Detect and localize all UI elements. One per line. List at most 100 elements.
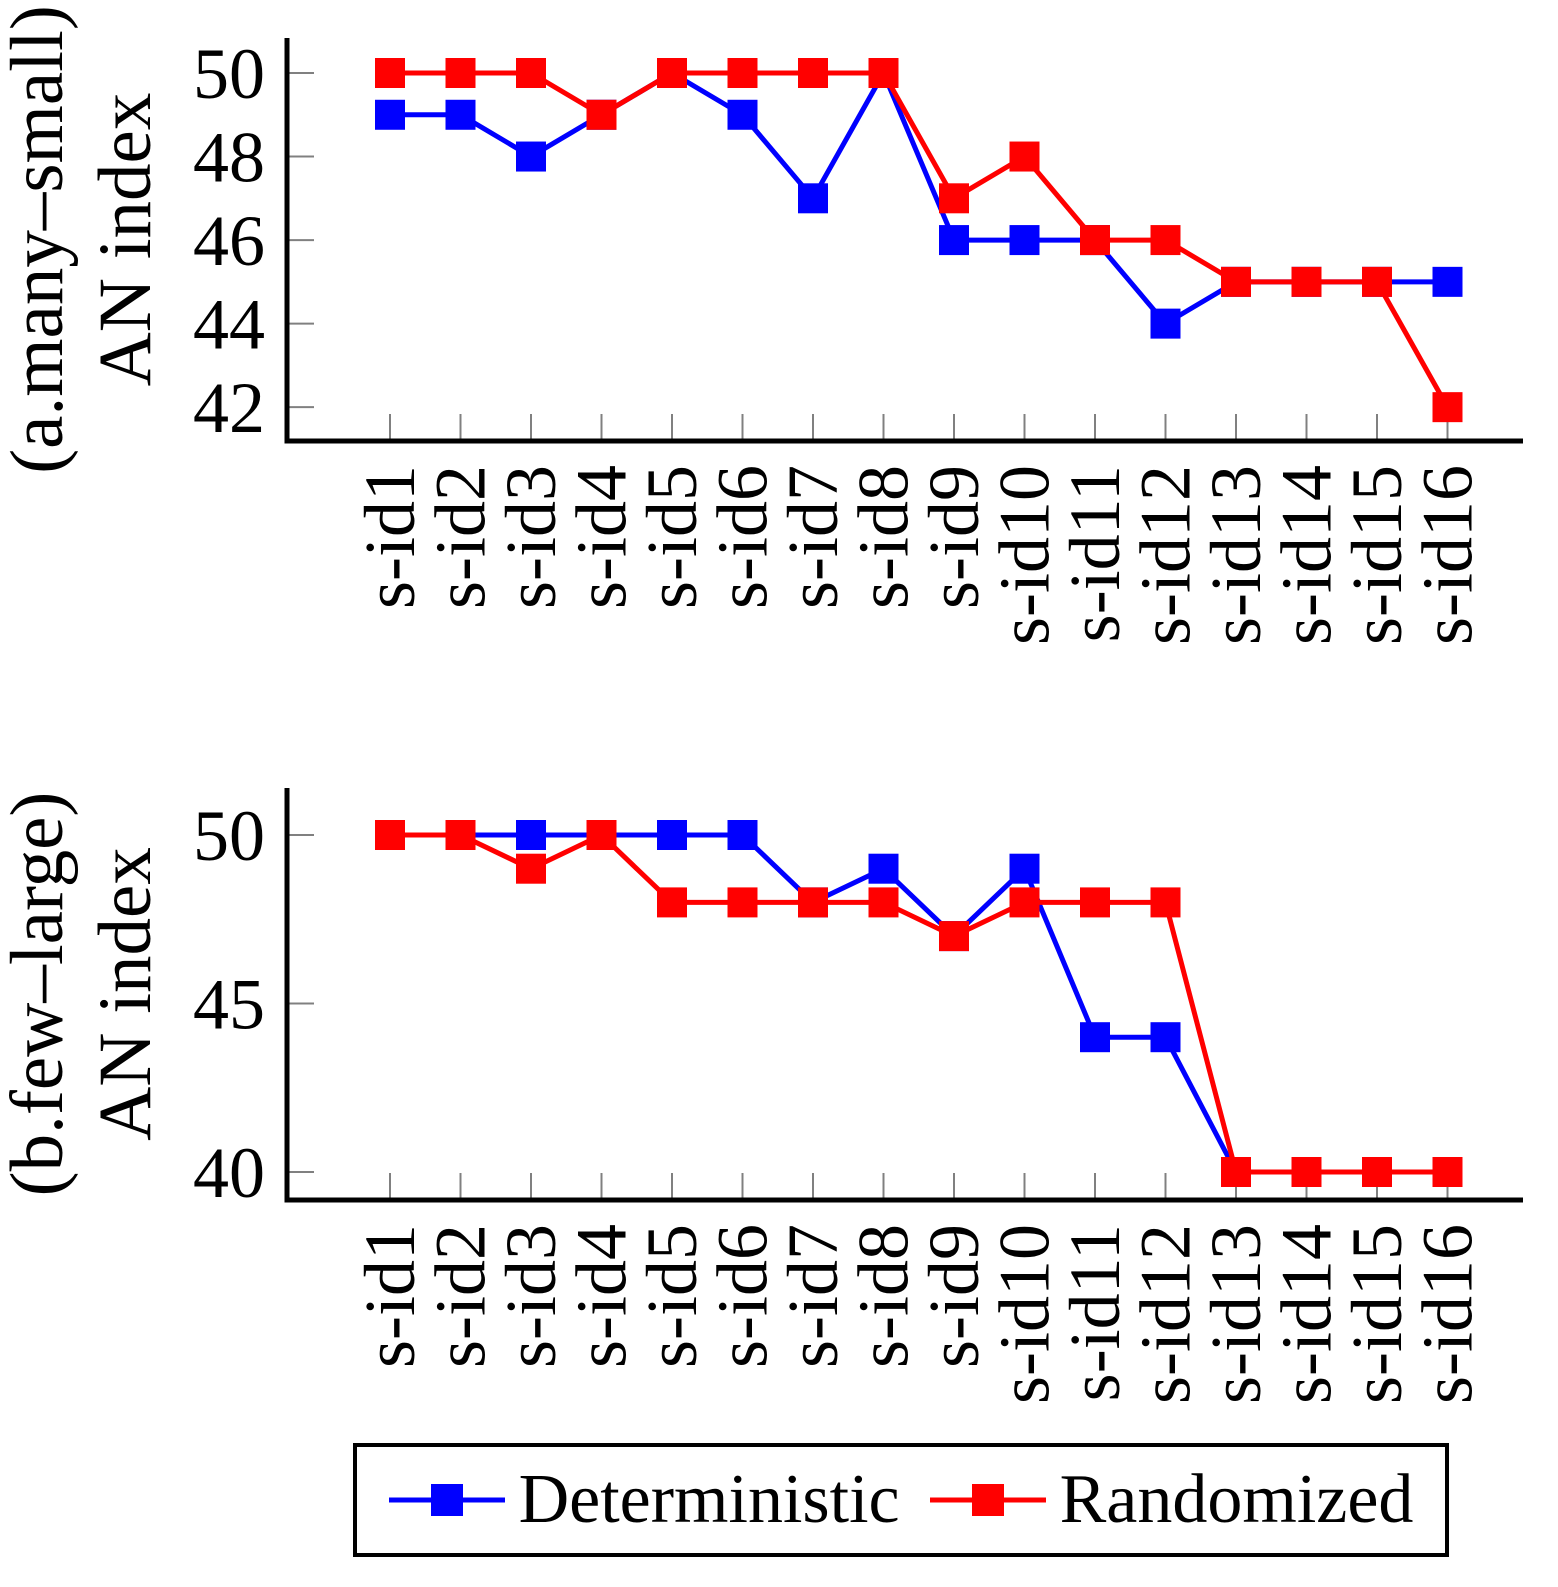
x-tick-label: s-id4 xyxy=(562,1224,642,1368)
series-line-deterministic xyxy=(390,70,1448,327)
marker-randomized xyxy=(1432,392,1463,423)
x-tick-label: s-id6 xyxy=(703,1224,783,1368)
legend-label-randomized: Randomized xyxy=(1059,1461,1414,1538)
marker-randomized xyxy=(586,820,617,850)
x-tick-label: s-id7 xyxy=(773,1224,853,1368)
marker-randomized xyxy=(516,853,546,884)
x-tick-label: s-id12 xyxy=(1126,465,1206,645)
x-tick-label: s-id16 xyxy=(1408,465,1488,645)
legend-label-deterministic: Deterministic xyxy=(518,1461,900,1538)
marker-randomized xyxy=(445,820,476,850)
y-axis-label-line1: (b.few–large) xyxy=(0,792,79,1197)
marker-randomized xyxy=(375,58,405,88)
x-tick-label: s-id5 xyxy=(632,465,712,609)
marker-randomized xyxy=(516,58,546,88)
marker-randomized xyxy=(868,887,899,918)
x-tick-label: s-id15 xyxy=(1337,1224,1417,1404)
marker-randomized xyxy=(1362,266,1392,297)
y-tick-label: 40 xyxy=(193,1133,265,1213)
marker-randomized xyxy=(586,99,617,130)
marker-randomized xyxy=(1009,141,1040,172)
x-tick-label: s-id15 xyxy=(1337,465,1417,645)
marker-deterministic xyxy=(1432,266,1463,297)
y-tick-label: 48 xyxy=(193,118,265,198)
series-randomized xyxy=(375,58,1463,423)
marker-deterministic xyxy=(868,853,899,884)
y-axis-label-line2: AN index xyxy=(84,847,167,1141)
y-tick-label: 45 xyxy=(193,965,265,1045)
legend-marker-deterministic xyxy=(430,1484,463,1516)
marker-deterministic xyxy=(1009,225,1040,256)
marker-randomized xyxy=(868,58,899,88)
x-tick-label: s-id10 xyxy=(985,465,1065,645)
legend-marker-randomized xyxy=(971,1484,1004,1516)
marker-randomized xyxy=(657,58,687,88)
legend-item-deterministic: Deterministic xyxy=(388,1461,900,1538)
x-tick-label: s-id5 xyxy=(632,1224,712,1368)
x-tick-label: s-id9 xyxy=(914,1224,994,1368)
marker-randomized xyxy=(798,58,828,88)
marker-randomized xyxy=(1009,887,1040,918)
charts-canvas: 5048464442s-id1s-id2s-id3s-id4s-id5s-id6… xyxy=(0,5,1523,1404)
marker-deterministic xyxy=(516,820,546,850)
series-line-randomized xyxy=(390,832,1448,1175)
axis xyxy=(284,38,1523,444)
y-tick-label: 50 xyxy=(193,796,265,876)
series-line-deterministic xyxy=(390,832,1448,1175)
marker-deterministic xyxy=(1080,1022,1110,1053)
chart-b: 504540s-id1s-id2s-id3s-id4s-id5s-id6s-id… xyxy=(0,788,1523,1404)
x-tick-label: s-id3 xyxy=(491,465,571,609)
x-tick-label: s-id9 xyxy=(914,465,994,609)
x-tick-label: s-id1 xyxy=(350,465,430,609)
x-tick-label: s-id4 xyxy=(562,465,642,609)
marker-randomized xyxy=(445,58,476,88)
marker-deterministic xyxy=(375,99,405,130)
marker-randomized xyxy=(727,58,758,88)
marker-randomized xyxy=(1362,1157,1392,1187)
x-tick-label: s-id16 xyxy=(1408,1224,1488,1404)
x-tick-label: s-id11 xyxy=(1055,1224,1135,1401)
marker-randomized xyxy=(657,887,687,918)
marker-deterministic xyxy=(445,99,476,130)
marker-randomized xyxy=(1150,225,1181,256)
marker-randomized xyxy=(1150,887,1181,918)
y-axis-label-line2: AN index xyxy=(84,93,167,387)
x-tick-label: s-id14 xyxy=(1267,1224,1347,1404)
marker-randomized xyxy=(939,921,969,952)
y-tick-label: 46 xyxy=(193,201,265,281)
y-tick-label: 44 xyxy=(193,285,265,365)
x-tick-label: s-id14 xyxy=(1267,465,1347,645)
legend: Deterministic Randomized xyxy=(353,1443,1449,1557)
x-tick-label: s-id8 xyxy=(844,465,924,609)
x-tick-label: s-id2 xyxy=(421,1224,501,1368)
x-tick-label: s-id2 xyxy=(421,465,501,609)
marker-randomized xyxy=(1221,1157,1251,1187)
marker-deterministic xyxy=(798,183,828,214)
series-randomized xyxy=(375,820,1463,1187)
x-tick-label: s-id10 xyxy=(985,1224,1065,1404)
marker-deterministic xyxy=(516,141,546,172)
marker-randomized xyxy=(1291,266,1322,297)
x-tick-label: s-id1 xyxy=(350,1224,430,1368)
y-axis-label-line1: (a.many–small) xyxy=(0,5,79,474)
x-tick-label: s-id8 xyxy=(844,1224,924,1368)
marker-deterministic xyxy=(1150,1022,1181,1053)
marker-randomized xyxy=(1221,266,1251,297)
marker-randomized xyxy=(1080,225,1110,256)
x-tick-label: s-id13 xyxy=(1196,465,1276,645)
marker-deterministic xyxy=(1009,853,1040,884)
marker-deterministic xyxy=(727,99,758,130)
x-tick-label: s-id3 xyxy=(491,1224,571,1368)
axis xyxy=(284,788,1523,1203)
marker-randomized xyxy=(1080,887,1110,918)
marker-deterministic xyxy=(727,820,758,850)
x-tick-label: s-id7 xyxy=(773,465,853,609)
marker-deterministic xyxy=(1150,308,1181,339)
x-tick-label: s-id6 xyxy=(703,465,783,609)
legend-item-randomized: Randomized xyxy=(929,1461,1414,1538)
marker-deterministic xyxy=(657,820,687,850)
y-tick-label: 42 xyxy=(193,368,265,448)
